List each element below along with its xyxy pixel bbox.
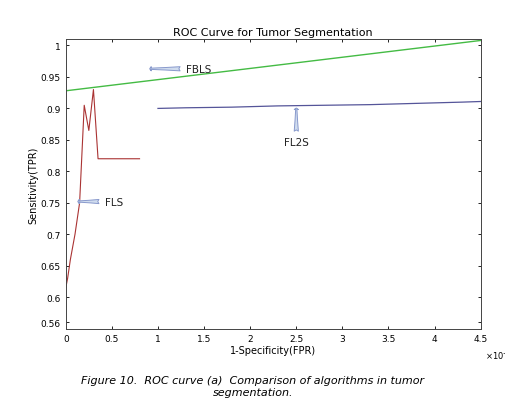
Text: FLS: FLS (78, 197, 123, 207)
Y-axis label: Sensitivity(TPR): Sensitivity(TPR) (28, 146, 38, 223)
Text: FBLS: FBLS (149, 65, 211, 75)
Text: FL2S: FL2S (283, 109, 308, 147)
Text: $\times 10^{-3}$: $\times 10^{-3}$ (484, 349, 505, 361)
X-axis label: 1-Specificity(FPR): 1-Specificity(FPR) (230, 345, 316, 355)
Text: Figure 10.  ROC curve (a)  Comparison of algorithms in tumor
segmentation.: Figure 10. ROC curve (a) Comparison of a… (81, 375, 424, 397)
Title: ROC Curve for Tumor Segmentation: ROC Curve for Tumor Segmentation (173, 28, 372, 38)
